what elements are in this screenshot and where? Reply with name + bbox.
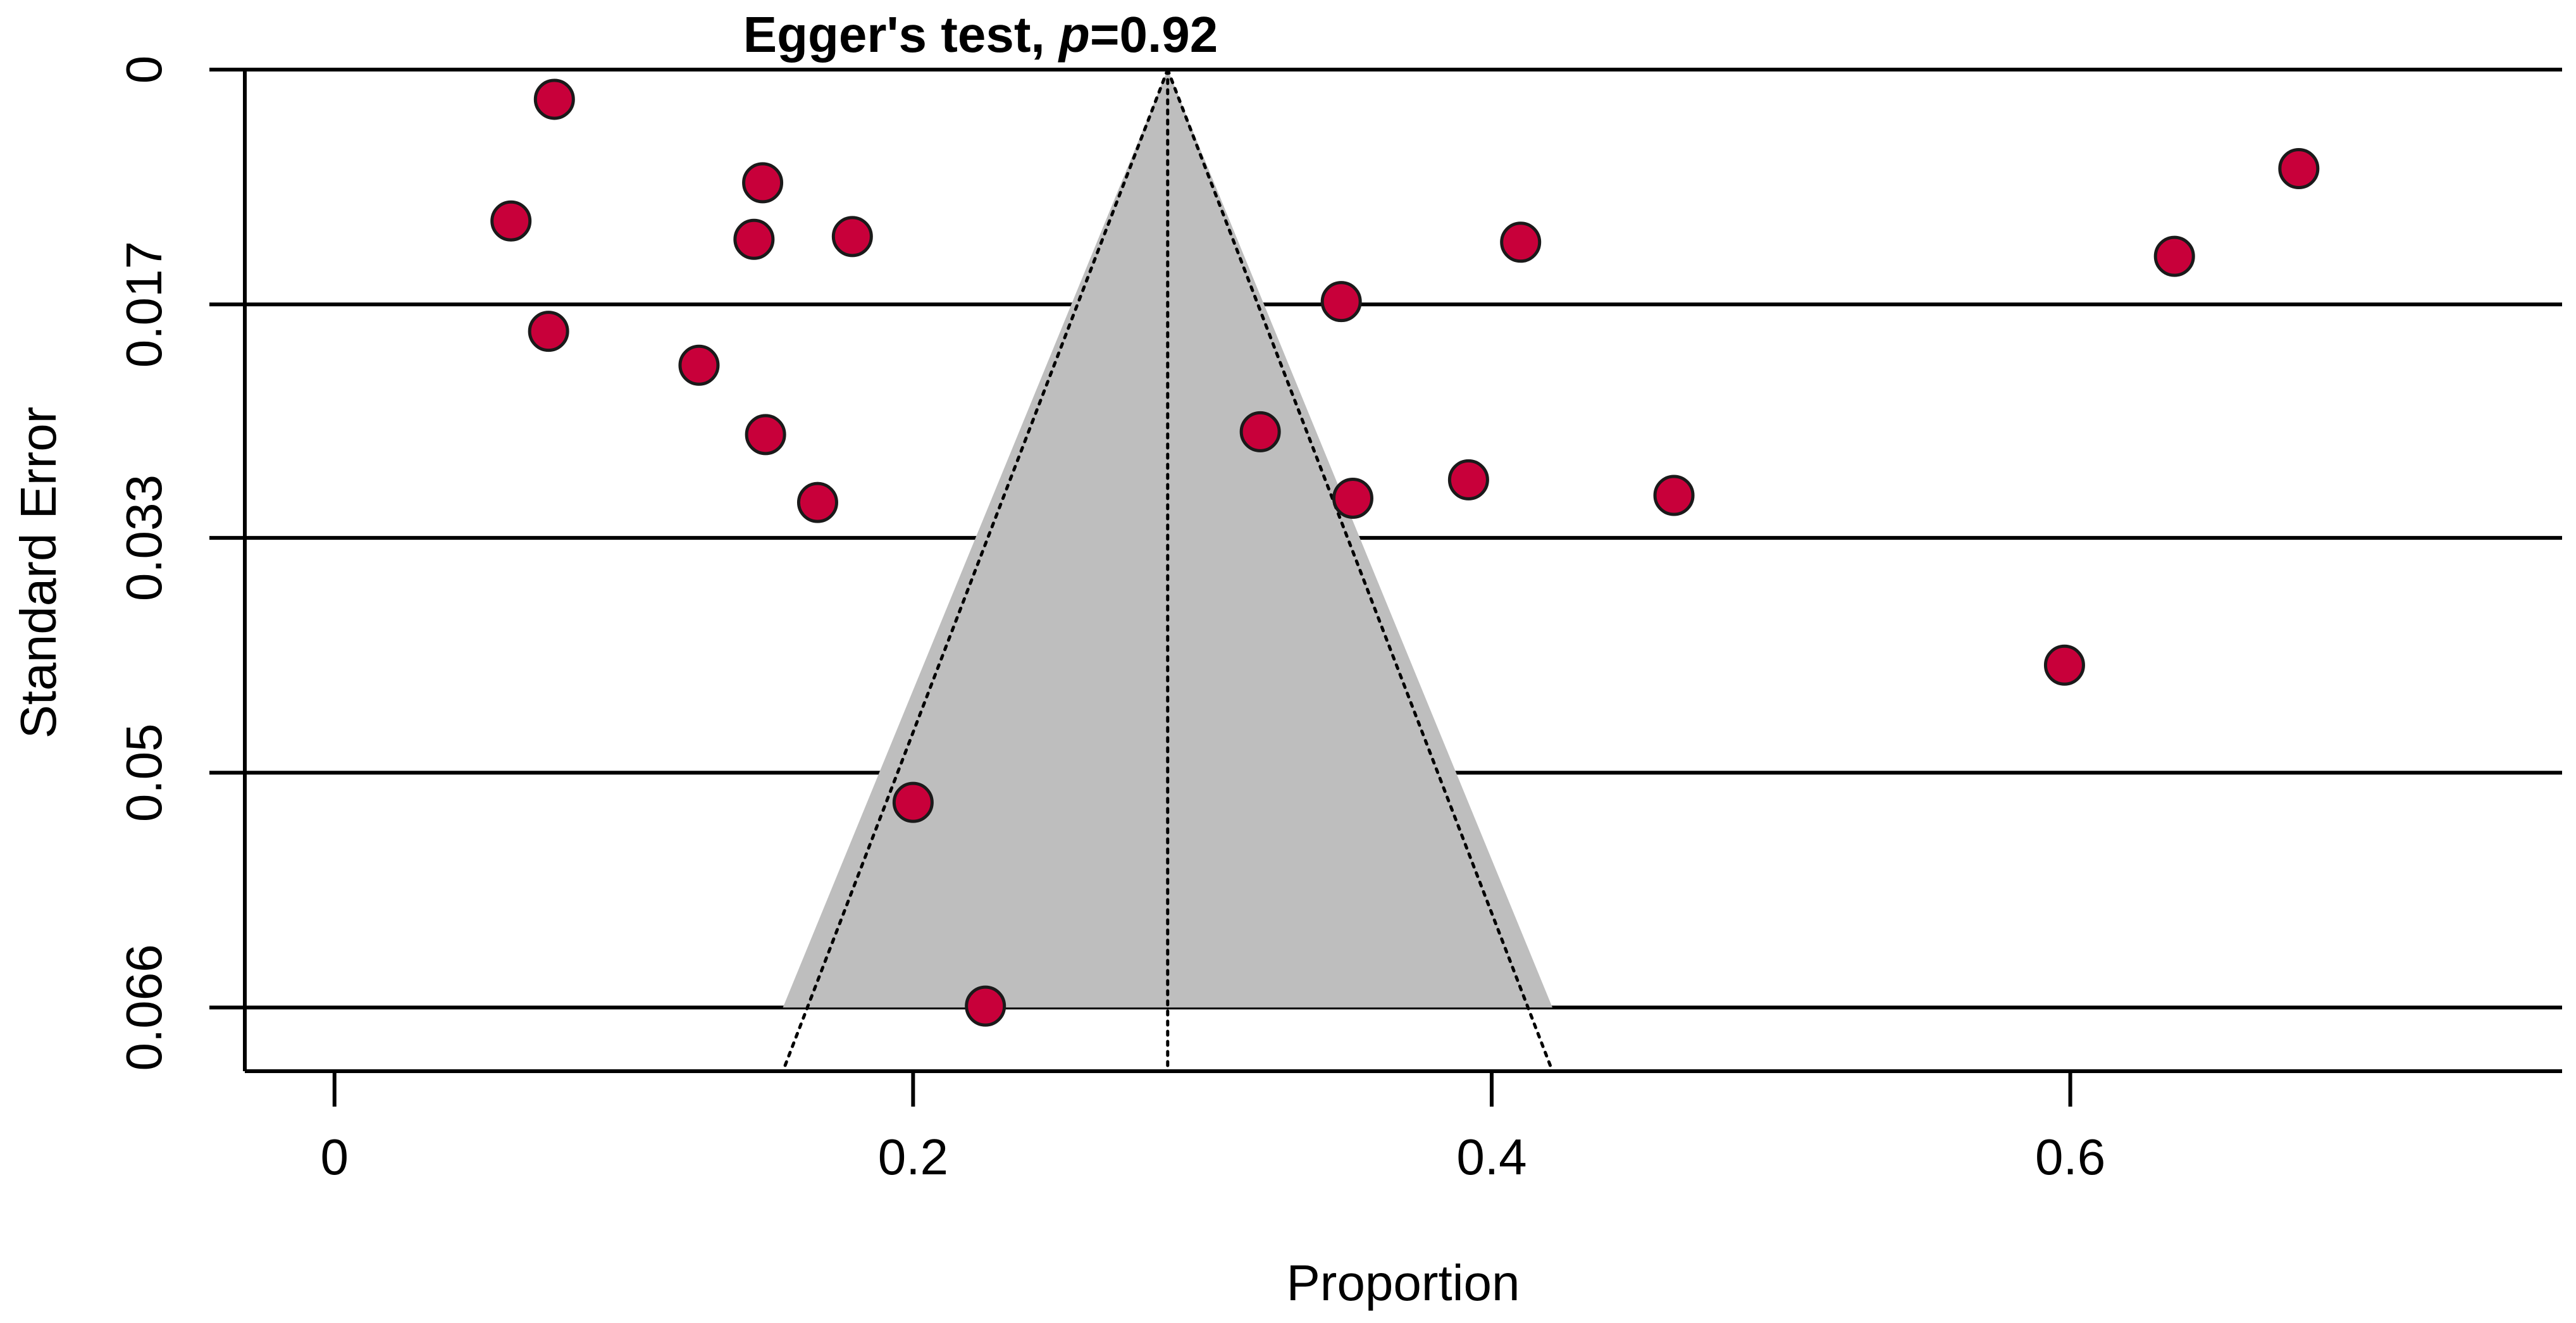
data-point-18 [2153,235,2195,277]
data-point-9 [745,414,786,456]
data-point-14 [1653,475,1695,516]
data-points [490,78,2320,1027]
data-point-3 [733,218,775,260]
x-tick-label-3: 0.6 [2035,1129,2105,1185]
x-axis-label: Proportion [1286,1255,1520,1311]
data-point-6 [1320,281,1362,323]
data-point-5 [1500,221,1542,263]
data-point-2 [490,200,532,242]
funnel-right-edge [1166,68,1554,1073]
y-tick-label-1: 0.017 [116,241,172,368]
data-point-12 [1332,477,1373,519]
chart-title-prefix: Egger's test, [743,6,1059,63]
x-axis-ticks: 0 0.2 0.4 0.6 [321,1071,2105,1185]
y-tick-label-2: 0.033 [116,475,172,601]
chart-title: Egger's test, p=0.92 [743,6,1218,63]
data-point-19 [2278,148,2320,190]
data-point-15 [2043,644,2085,686]
data-point-16 [892,781,934,823]
data-point-0 [533,78,575,120]
data-point-1 [742,162,784,204]
y-tick-label-0: 0 [116,56,172,84]
y-axis-ticks: 0 0.017 0.033 0.05 0.066 [116,56,245,1071]
axes [243,70,2562,1073]
funnel-left-edge [781,68,1170,1073]
data-point-8 [678,344,720,386]
data-point-7 [528,311,569,352]
data-point-17 [965,985,1006,1027]
y-tick-label-3: 0.05 [116,723,172,822]
data-point-11 [796,481,838,523]
x-tick-label-0: 0 [321,1129,349,1185]
data-point-13 [1447,459,1489,500]
data-point-4 [831,216,873,258]
chart-title-suffix: =0.92 [1090,6,1218,63]
funnel-region [781,68,1554,1073]
y-tick-label-4: 0.066 [116,944,172,1071]
x-tick-label-1: 0.2 [878,1129,948,1185]
x-tick-label-2: 0.4 [1456,1129,1526,1185]
chart-title-p: p [1058,6,1090,63]
y-axis-label: Standard Error [10,407,66,739]
data-point-10 [1239,411,1281,452]
